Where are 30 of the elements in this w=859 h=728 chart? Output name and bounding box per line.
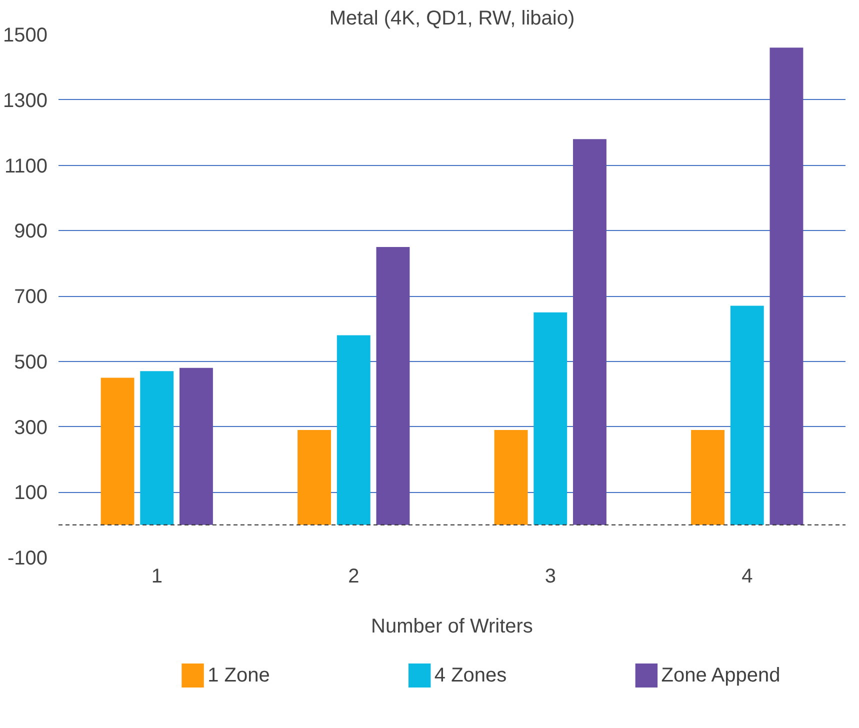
y-tick-label: 100 [14, 482, 48, 504]
chart-title: Metal (4K, QD1, RW, libaio) [329, 8, 575, 30]
y-tick-label: 1500 [3, 24, 48, 46]
y-tick-label: 500 [14, 351, 48, 374]
bar [100, 378, 134, 525]
x-tick-label: 3 [544, 566, 556, 588]
x-axis-title: Number of Writers [371, 616, 533, 638]
bar [140, 371, 174, 525]
y-tick-label: 1300 [3, 90, 48, 112]
bar [534, 312, 568, 525]
x-tick-label: 2 [348, 566, 360, 588]
x-tick-label: 4 [742, 566, 753, 588]
bar [376, 246, 410, 525]
bar [770, 48, 804, 525]
bar [180, 368, 213, 525]
y-tick-label: -100 [7, 548, 48, 570]
bar [573, 139, 606, 525]
legend-label: 1 Zone [208, 664, 270, 686]
y-tick-label: 1100 [4, 155, 48, 178]
y-tick-label: 300 [14, 416, 48, 439]
legend-label: 4 Zones [434, 664, 507, 686]
bar [494, 430, 528, 525]
bar [691, 430, 724, 525]
x-tick-label: 1 [151, 566, 162, 588]
bar [298, 430, 331, 525]
bar [336, 335, 370, 525]
bar [730, 306, 764, 525]
legend-label: Zone Append [661, 664, 780, 686]
y-tick-label: 700 [14, 286, 48, 308]
y-tick-label: 900 [14, 220, 48, 243]
